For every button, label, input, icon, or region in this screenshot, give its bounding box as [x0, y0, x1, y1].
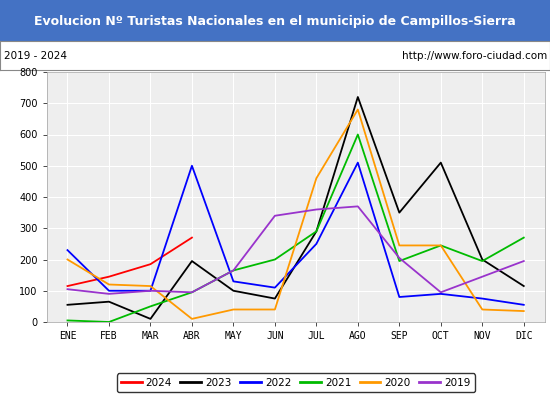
- Text: Evolucion Nº Turistas Nacionales en el municipio de Campillos-Sierra: Evolucion Nº Turistas Nacionales en el m…: [34, 14, 516, 28]
- Legend: 2024, 2023, 2022, 2021, 2020, 2019: 2024, 2023, 2022, 2021, 2020, 2019: [117, 374, 475, 392]
- Text: http://www.foro-ciudad.com: http://www.foro-ciudad.com: [402, 51, 547, 61]
- Text: 2019 - 2024: 2019 - 2024: [4, 51, 68, 61]
